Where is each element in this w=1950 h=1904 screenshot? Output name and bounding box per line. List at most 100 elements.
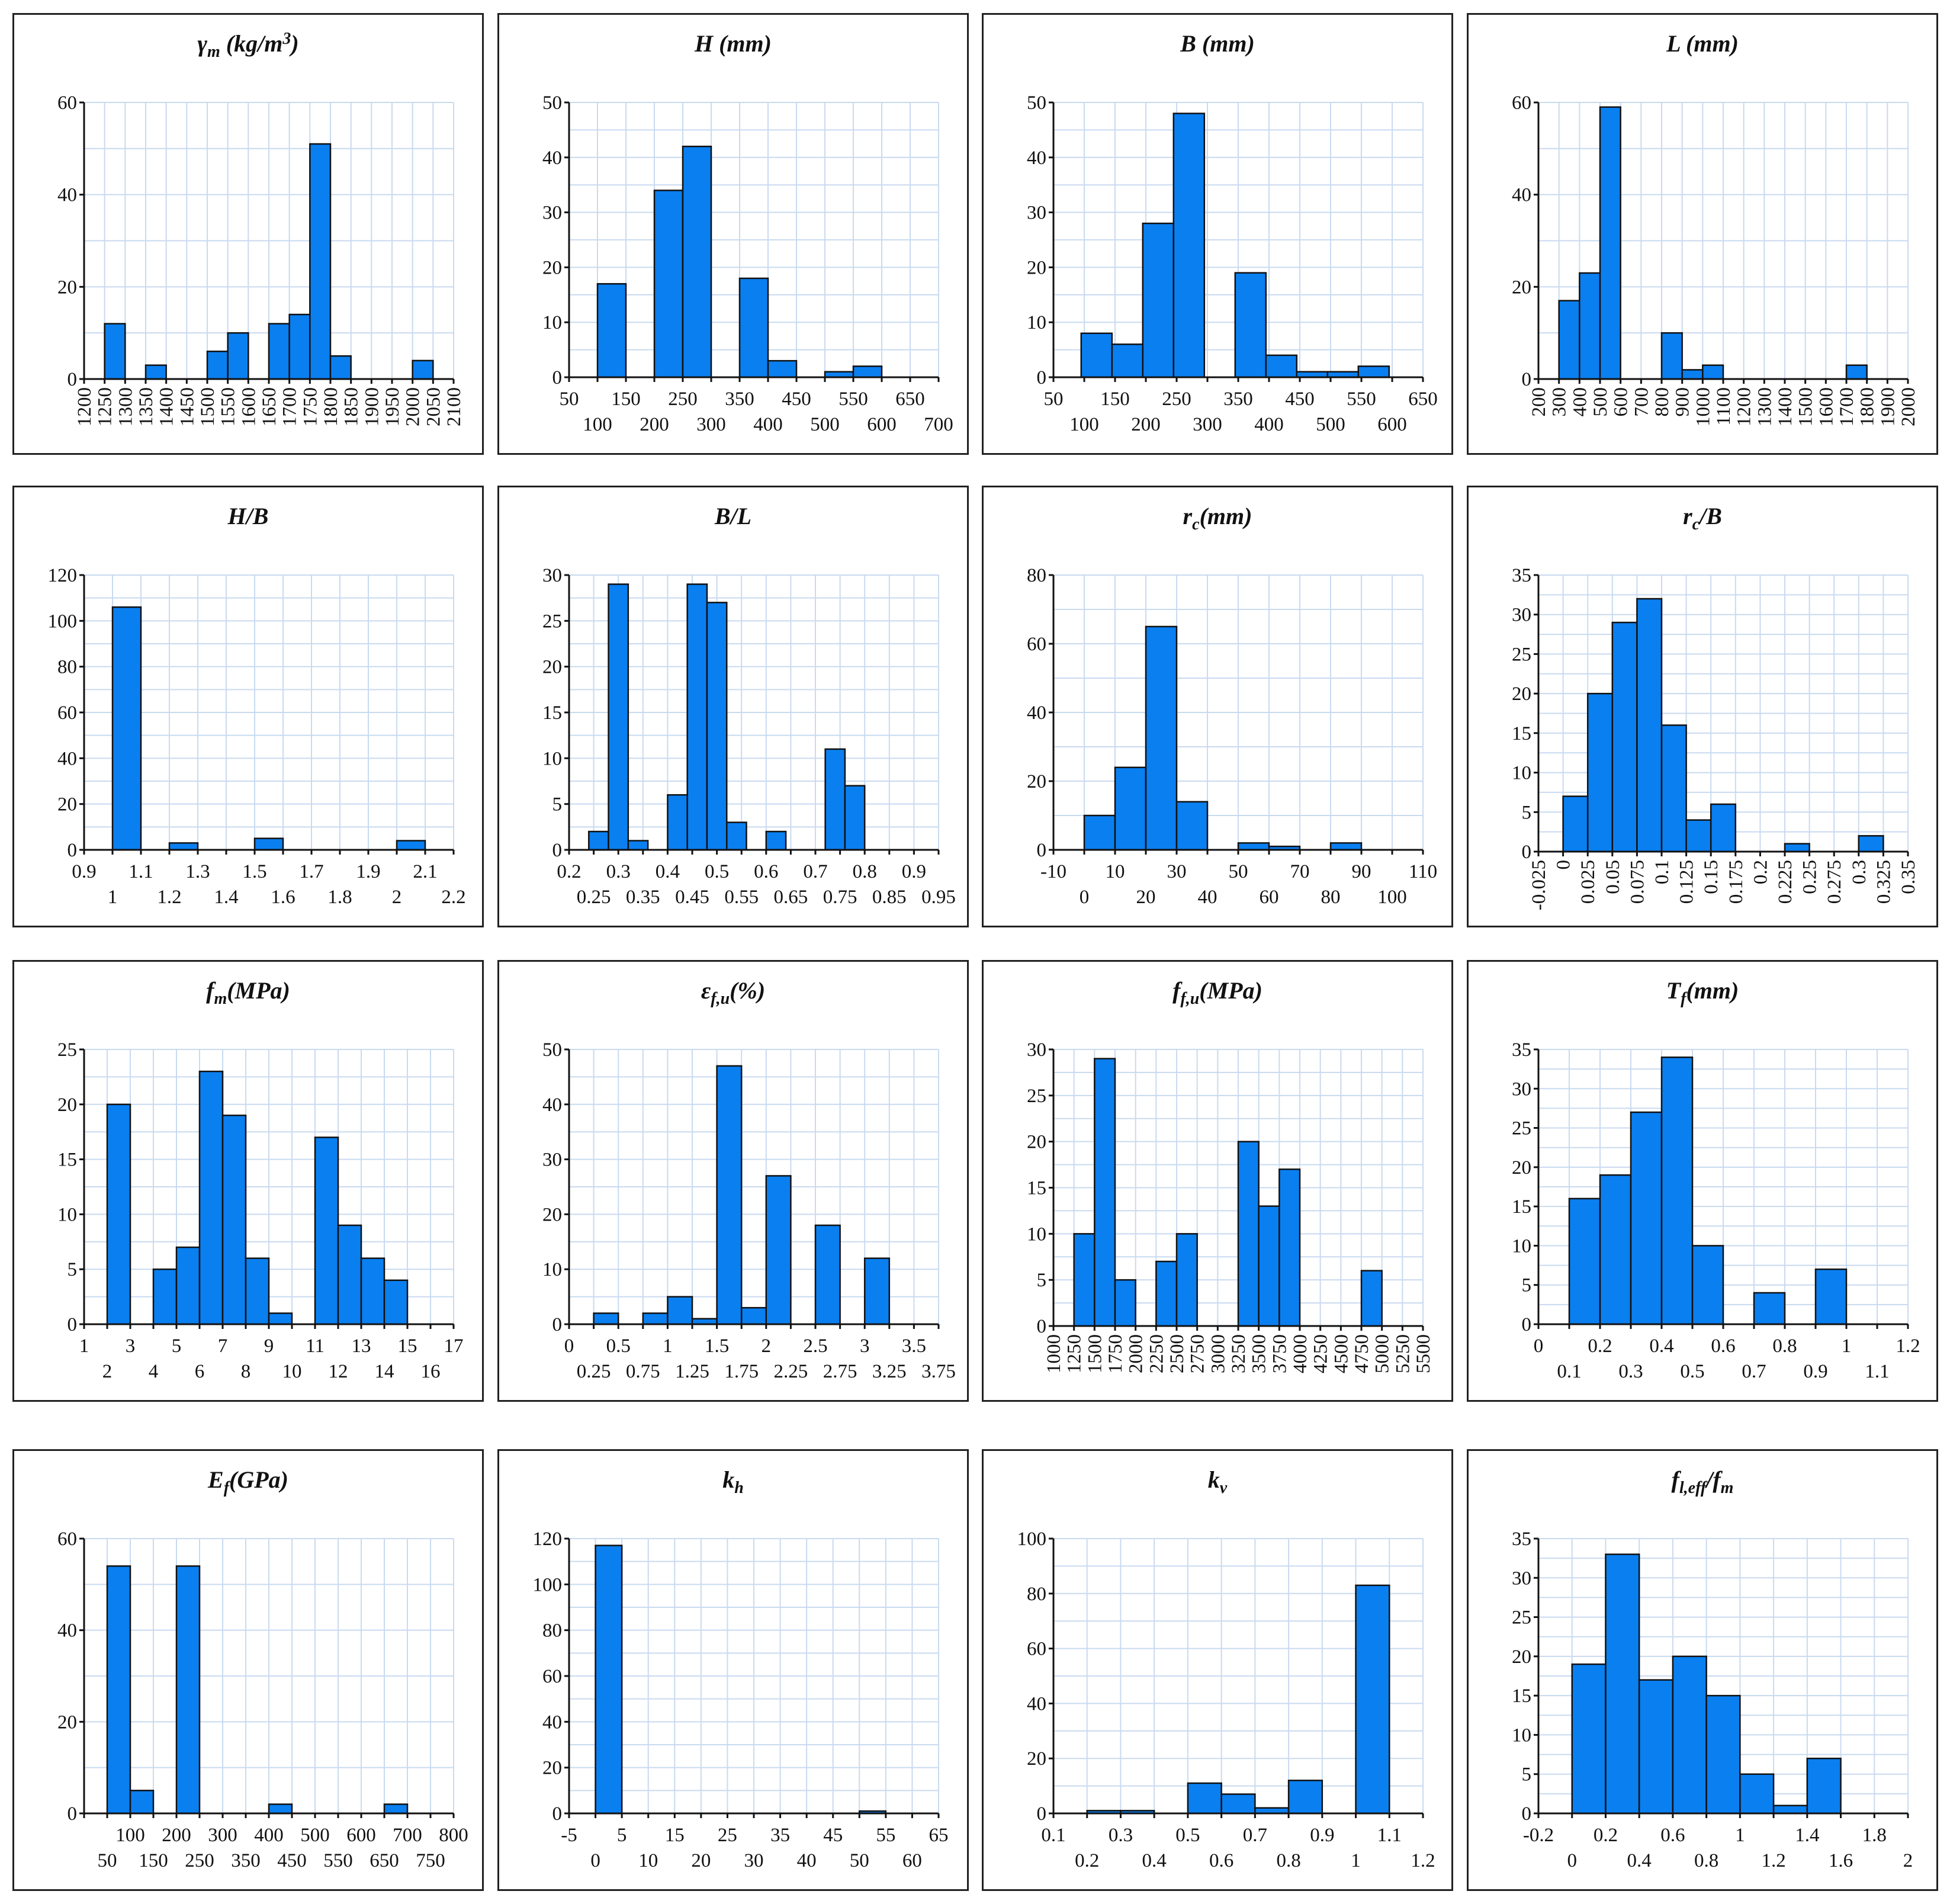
histogram-svg: γm (kg/m3) 0 20 40 60 12001250130013501400145… <box>57 30 465 426</box>
y-tick-label: 30 <box>1512 605 1531 626</box>
x-tick-label: 500 <box>1316 414 1345 435</box>
y-tick-label: 100 <box>1017 1529 1047 1550</box>
x-tick-label: 0.25 <box>1800 860 1821 894</box>
x-tick-label: 0.2 <box>1075 1850 1099 1871</box>
y-tick-label: 20 <box>542 257 562 278</box>
x-tick-label: 20 <box>691 1850 711 1871</box>
histogram-bar <box>738 277 769 378</box>
histogram-bar <box>1175 801 1209 851</box>
x-tick-label: 1000 <box>1043 1334 1065 1373</box>
histogram-bar <box>129 1790 155 1815</box>
histogram-panel-8: rc/B 0 5 10 15 20 25 30 35 -0.025 0 0.025 0.05 0.075 0… <box>1467 486 1938 927</box>
y-tick-label: 0 <box>1522 369 1532 390</box>
x-tick-label: 70 <box>1290 861 1310 882</box>
x-tick-label: 0.1 <box>1041 1825 1065 1846</box>
histogram-bar <box>309 143 332 380</box>
histogram-svg: B/L 0 5 10 15 20 25 30 0.2 0.25 0.3 0.35 0.4 0.45 0.5 0… <box>542 503 956 908</box>
x-tick-label: 0.9 <box>72 861 96 882</box>
x-tick-label: 0 <box>590 1850 600 1871</box>
x-tick-label: 350 <box>725 388 754 410</box>
x-tick-label: 1.6 <box>271 887 295 908</box>
histogram-bar <box>1329 842 1363 851</box>
x-tick-label: 40 <box>797 1850 817 1871</box>
y-tick-label: 15 <box>1027 1178 1046 1199</box>
y-tick-label: 0 <box>1037 367 1047 388</box>
histogram-bar <box>1611 621 1638 853</box>
x-tick-label: 5 <box>172 1335 182 1357</box>
y-tick-label: 20 <box>1512 683 1531 705</box>
x-tick-label: 250 <box>1162 388 1191 410</box>
y-tick-label: 60 <box>1512 92 1531 114</box>
y-tick-label: 40 <box>57 748 77 769</box>
histogram-bar <box>1111 343 1144 378</box>
x-tick-label: 3000 <box>1207 1334 1229 1373</box>
y-tick-label: 0 <box>68 840 78 861</box>
histogram-svg: L (mm) 0 20 40 60 200300400500600700800900100… <box>1512 30 1919 426</box>
y-tick-label: 25 <box>1027 1086 1046 1107</box>
x-tick-label: 0.9 <box>1803 1361 1827 1382</box>
y-tick-label: 30 <box>1027 203 1046 224</box>
histogram-bar <box>1287 1780 1323 1815</box>
x-tick-label: 400 <box>1254 414 1284 435</box>
x-tick-label: 10 <box>282 1361 302 1382</box>
x-tick-label: 0.175 <box>1726 860 1747 904</box>
y-tick-label: 60 <box>1027 634 1046 655</box>
y-tick-label: 35 <box>1512 1529 1531 1550</box>
x-tick-label: 200 <box>640 414 669 435</box>
histogram-bar <box>1568 1197 1601 1325</box>
x-tick-label: 1600 <box>238 387 259 426</box>
histogram-bar <box>111 606 142 851</box>
x-tick-label: 900 <box>1672 387 1694 417</box>
x-tick-label: 1000 <box>1692 387 1714 426</box>
y-tick-label: 120 <box>48 565 78 586</box>
x-tick-label: 1200 <box>74 387 95 426</box>
x-tick-label: 3 <box>126 1335 136 1357</box>
x-tick-label: 35 <box>770 1825 790 1846</box>
x-tick-label: -0.2 <box>1523 1825 1554 1846</box>
y-tick-label: 20 <box>1027 771 1046 792</box>
x-tick-label: 1350 <box>136 387 157 426</box>
histogram-bar <box>1858 835 1884 853</box>
x-tick-label: 200 <box>162 1825 191 1846</box>
x-tick-label: 0.3 <box>1618 1361 1643 1382</box>
x-tick-label: 2 <box>1903 1850 1913 1871</box>
x-tick-label: 500 <box>300 1825 330 1846</box>
histogram-bar <box>175 1246 201 1325</box>
y-tick-label: 5 <box>1037 1270 1047 1291</box>
x-tick-label: 2000 <box>1126 1334 1147 1373</box>
x-tick-label: 50 <box>850 1850 869 1871</box>
y-tick-label: 80 <box>1027 565 1046 586</box>
histogram-bar <box>725 821 747 851</box>
x-tick-label: 6 <box>195 1361 205 1382</box>
histogram-panel-1: γm (kg/m3) 0 20 40 60 1200 1250 1300 1350 1400 145… <box>12 13 484 455</box>
x-tick-label: 0.4 <box>656 861 680 882</box>
histogram-bar <box>106 1565 131 1815</box>
y-tick-label: 10 <box>1512 763 1531 784</box>
x-tick-label: 1750 <box>300 387 321 426</box>
x-tick-label: -0.025 <box>1528 860 1550 910</box>
x-tick-label: 7 <box>218 1335 228 1357</box>
y-tick-label: 20 <box>1027 1748 1046 1770</box>
y-tick-label: 60 <box>1027 1639 1046 1660</box>
histogram-bar <box>653 190 684 378</box>
histogram-bar <box>767 359 798 378</box>
x-tick-label: 0 <box>1534 1335 1544 1357</box>
x-tick-label: 1300 <box>1754 387 1775 426</box>
y-tick-label: 25 <box>1512 644 1531 665</box>
x-tick-label: 1.7 <box>299 861 323 882</box>
y-tick-label: 60 <box>57 92 77 114</box>
histogram-panel-12: Tf(mm) 0 5 10 15 20 25 30 35 0 0.1 0.2 0.3 0.4 0.5 0.6 0… <box>1467 960 1938 1402</box>
y-tick-label: 0 <box>1522 1803 1532 1825</box>
x-tick-label: 3.5 <box>902 1335 926 1357</box>
histogram-bar <box>1114 1279 1136 1327</box>
x-tick-label: 0.5 <box>1175 1825 1200 1846</box>
x-tick-label: 0.2 <box>1594 1825 1618 1846</box>
x-tick-label: 0.4 <box>1142 1850 1167 1871</box>
y-tick-label: 100 <box>48 611 78 632</box>
y-tick-label: 35 <box>1512 1039 1531 1061</box>
histogram-bar <box>412 359 434 380</box>
x-tick-label: 4750 <box>1351 1334 1373 1373</box>
histogram-bar <box>206 351 229 380</box>
x-tick-label: 300 <box>208 1825 237 1846</box>
histogram-panel-3: B (mm) 0 10 20 30 40 50 50 100 150 200 250 300 350 400… <box>982 13 1453 455</box>
